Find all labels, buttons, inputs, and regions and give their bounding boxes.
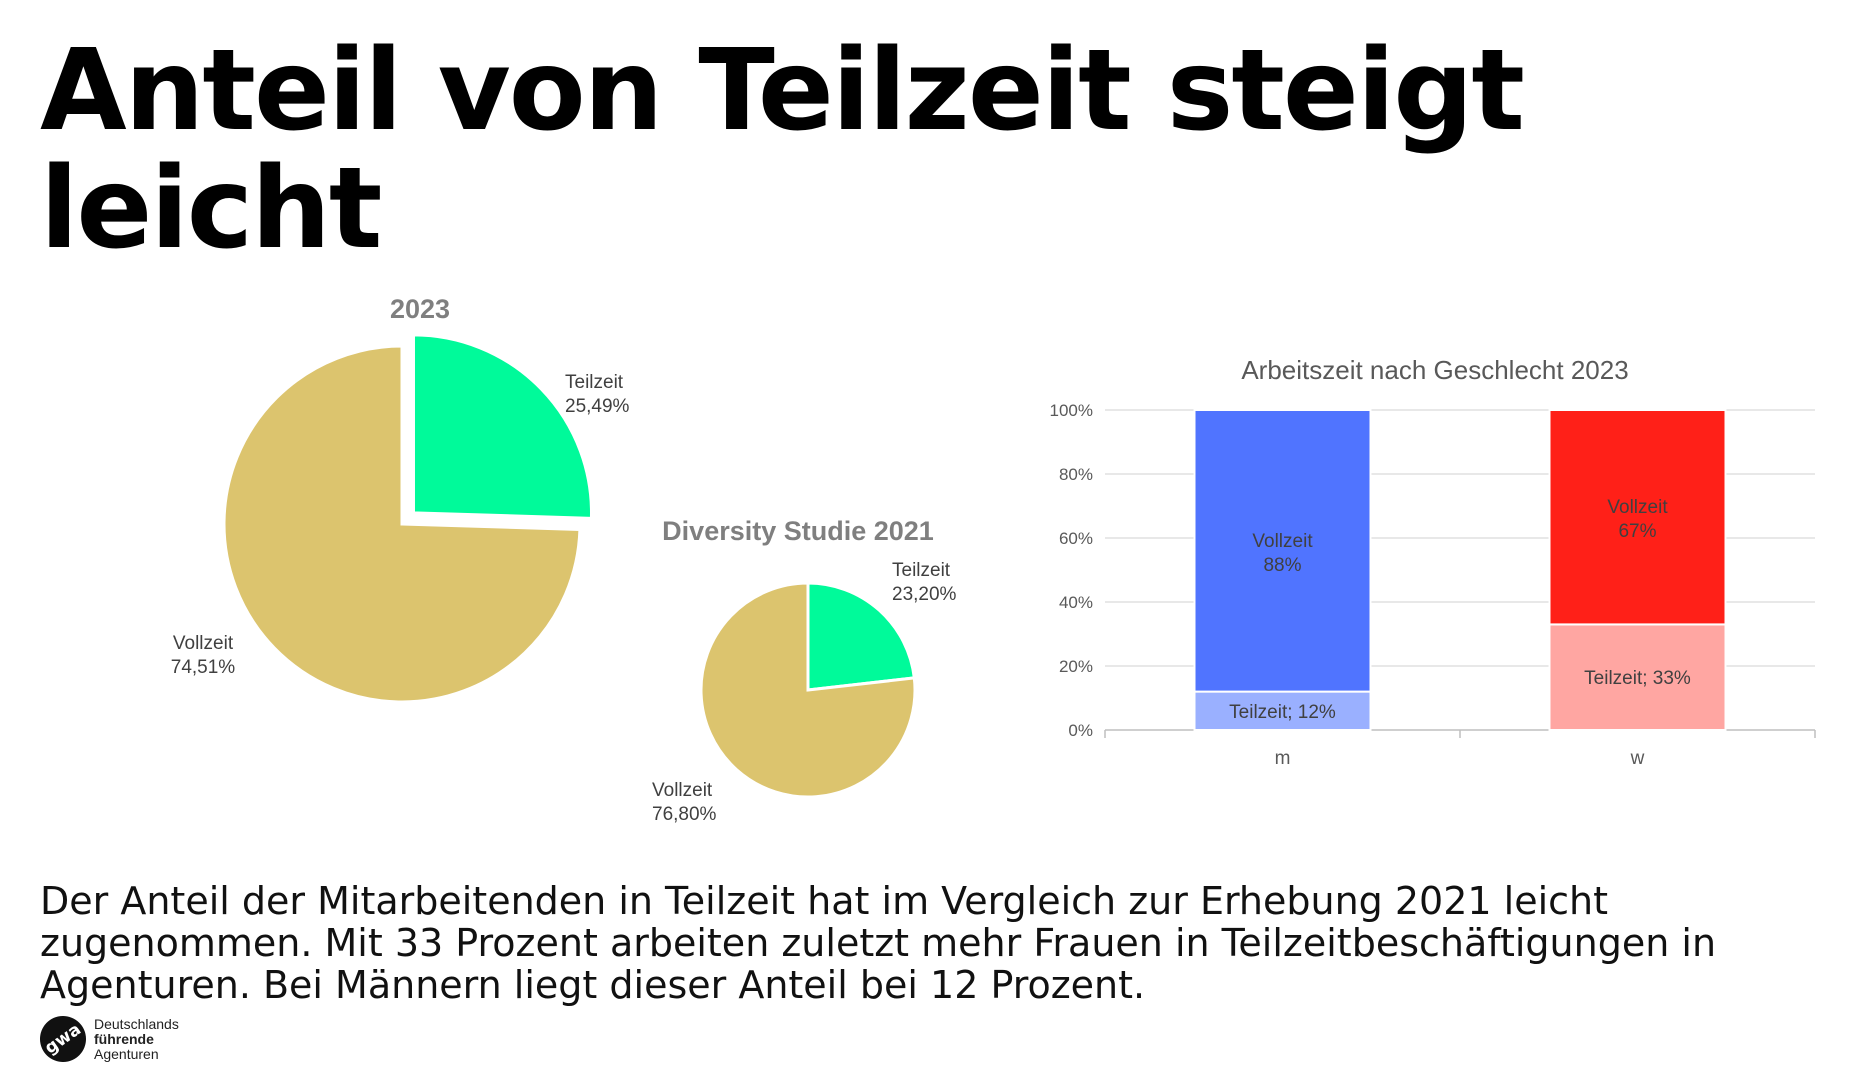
stacked-bar-chart: Arbeitszeit nach Geschlecht 2023 0% 20% 40… <box>1050 355 1816 769</box>
bar-data-label-value: 67% <box>1618 521 1656 542</box>
pie-chart-2023: 2023 Teilzeit 25,49% Vollzeit 74,51% <box>171 294 630 704</box>
y-tick-label: 0% <box>1068 721 1093 740</box>
pie-slice-vollzeit <box>222 344 582 704</box>
logo-line-3: Agenturen <box>94 1045 159 1062</box>
pie-2023-teilzeit-value: 25,49% <box>565 396 630 417</box>
description-text: Der Anteil der Mitarbeitenden in Teilzei… <box>40 879 1717 1007</box>
y-tick-label: 20% <box>1059 657 1093 676</box>
pie-2023-vollzeit-value: 74,51% <box>171 657 236 678</box>
bar-data-label: Teilzeit; 12% <box>1229 702 1336 723</box>
pie-slice-vollzeit <box>699 581 917 799</box>
gwa-logo-text: Deutschlands führende Agenturen <box>94 1015 179 1062</box>
x-category-label: m <box>1275 748 1291 769</box>
pie-2021-vollzeit-label: Vollzeit <box>652 780 713 801</box>
logo-line-1: Deutschlands <box>94 1015 179 1032</box>
bar-segment-m-teilzeit <box>1193 690 1372 731</box>
x-category-label: w <box>1630 748 1645 769</box>
pie-2023-vollzeit-label: Vollzeit <box>173 633 234 654</box>
y-tick-label: 100% <box>1050 401 1093 420</box>
y-tick-label: 60% <box>1059 529 1093 548</box>
bar-data-label-value: 88% <box>1263 555 1301 576</box>
logo-line-2: führende <box>94 1030 154 1047</box>
page-title: Anteil von Teilzeit steigt leicht <box>40 26 1525 274</box>
pie-chart-2021: Diversity Studie 2021 Teilzeit 23,20% Vo… <box>652 516 957 825</box>
pie-2021-title: Diversity Studie 2021 <box>662 516 934 546</box>
bar-data-label-name: Vollzeit <box>1607 497 1668 518</box>
y-tick-label: 80% <box>1059 465 1093 484</box>
bar-chart-title: Arbeitszeit nach Geschlecht 2023 <box>1241 355 1628 385</box>
pie-2023-title: 2023 <box>390 294 450 324</box>
pie-2023-teilzeit-label: Teilzeit <box>565 372 624 393</box>
bar-segment-m-vollzeit <box>1193 409 1372 693</box>
bar-segment-w-vollzeit <box>1548 409 1727 626</box>
pie-slice-teilzeit <box>411 333 593 520</box>
bar-data-label-name: Vollzeit <box>1252 531 1313 552</box>
pie-slice-teilzeit <box>806 581 916 692</box>
gwa-logo: gwa Deutschlands führende Agenturen <box>30 1006 179 1072</box>
y-tick-label: 40% <box>1059 593 1093 612</box>
bar-data-label: Teilzeit; 33% <box>1584 668 1691 689</box>
bar-segment-w-teilzeit <box>1548 623 1727 732</box>
pie-2021-vollzeit-value: 76,80% <box>652 804 717 825</box>
pie-2021-teilzeit-value: 23,20% <box>892 584 957 605</box>
gwa-logo-mark: gwa <box>30 1006 96 1072</box>
pie-2021-teilzeit-label: Teilzeit <box>892 560 951 581</box>
